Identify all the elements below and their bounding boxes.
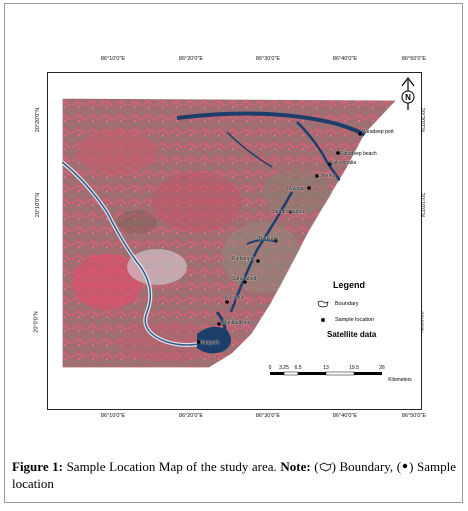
caption-boundary-icon [319,462,332,472]
lon-label-bottom-2: 86°20'0"E [178,413,204,419]
scale-tick-5: 26 [379,365,385,371]
sample-dot-paradeep-beach [336,151,340,155]
lon-label-bottom-4: 86°40'0"E [332,413,358,419]
scale-tick-0: 0 [268,365,272,371]
scale-tick-4: 19.5 [349,365,359,371]
lon-label-top-5: 86°50'0"E [401,56,427,62]
place-label-saharabedi: Saharabedi [232,276,258,282]
place-label-paradeep-port: Paradeep port [362,129,394,135]
satellite-map: N [61,77,415,376]
lat-label-left-1: 20°20'0"N [35,107,42,133]
scale-tick-2: 6.5 [294,365,302,371]
sample-dot-malagan [307,186,311,190]
lon-label-top-1: 86°10'0"E [100,56,126,62]
figure-caption: Figure 1: Sample Location Map of the stu… [12,458,456,492]
sample-dot-jatadhartanda [288,210,292,214]
scale-unit: Kilometers [388,377,412,383]
sample-dot-icon [321,318,325,322]
sample-dot-paradeep-port [358,132,362,136]
place-label-padampur: Padampur [232,256,256,262]
legend-boundary-label: Boundary [335,301,359,307]
place-label-malagan: Malagan [287,186,307,192]
place-label-paradeep-beach: Paradeep beach [340,151,377,157]
legend-sample-label: Sample location [335,317,375,323]
legend-sample-row: Sample location [317,316,374,324]
lon-label-top-2: 86°20'0"E [178,56,204,62]
sample-dot-saharabedi [243,280,247,284]
lon-label-bottom-1: 86°10'0"E [100,413,126,419]
caption-sample-dot-icon [402,463,408,469]
caption-text-1: Sample Location Map of the study area. [63,459,281,474]
place-label-kaleshpatia: Kaleshpatia [330,160,357,166]
sample-dot-dhenka [315,174,319,178]
place-label-jatadhartanda: Jatadhartanda [272,209,304,215]
scale-bar [270,371,382,376]
lon-label-bottom-3: 86°30'0"E [255,413,281,419]
place-label-dhenka: Dhenka [318,173,336,179]
caption-text-4: ) Sample location [12,459,456,491]
lat-label-left-3: 20°0'0"N [33,311,40,333]
north-arrow-icon: N [401,77,415,110]
north-letter: N [405,93,411,102]
figure-frame [4,3,463,503]
sample-dot-mankadkhia [217,322,221,326]
scale-tick-3: 13 [323,365,329,371]
legend-boundary-row: Boundary [317,300,359,308]
lat-label-left-2: 20°10'0"N [35,192,42,218]
place-label-berkuda: Berkuda [259,236,278,242]
sample-dot-kaleshpatia [328,162,332,166]
legend-title: Legend [333,280,366,290]
scale-tick-1: 3.25 [279,365,289,371]
caption-note-label: Note: [280,459,311,474]
sample-dot-kusupur [225,300,229,304]
legend-satellite-label: Satellite data [327,330,377,339]
lon-label-bottom-5: 86°50'0"E [401,413,427,419]
sample-locations [197,132,362,344]
sample-dot-padampur [256,259,260,263]
sample-dot-berkuda [274,238,278,242]
caption-label: Figure 1: [12,459,63,474]
boundary-icon [317,300,329,308]
place-label-kusupur: Kusupur [225,295,244,301]
place-label-nuagarh: Nuagarh [200,340,220,346]
place-label-mankadkhia: Mankadkhia [222,320,249,326]
sample-dot-nuagarh [197,340,201,344]
caption-text-3: ) Boundary, ( [331,459,402,474]
lon-label-top-4: 86°40'0"E [332,56,358,62]
lon-label-top-3: 86°30'0"E [255,56,281,62]
caption-text-2: ( [310,459,319,474]
